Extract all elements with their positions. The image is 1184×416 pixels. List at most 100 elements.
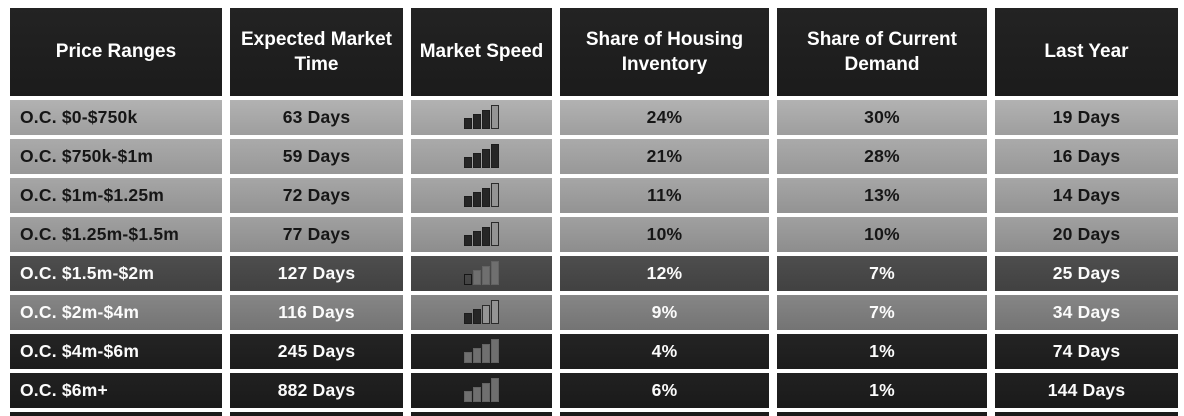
share-of-housing-inventory-cell: 21%: [560, 139, 769, 174]
price-range-cell: O.C. $750k-$1m: [10, 139, 222, 174]
speed-bar: [491, 299, 499, 324]
expected-market-time-cell: 63 Days: [230, 100, 403, 135]
column-header-price-ranges: Price Ranges: [10, 8, 222, 96]
speed-bar: [482, 304, 490, 324]
cropped-row-strip: [230, 412, 403, 416]
bar-chart-icon: [464, 104, 499, 129]
speed-bar: [473, 308, 481, 324]
speed-bar: [482, 382, 490, 402]
cropped-row-strip: [560, 412, 769, 416]
share-of-current-demand-cell: 1%: [777, 373, 987, 408]
market-speed-cell: [411, 295, 552, 330]
price-range-cell: O.C. $4m-$6m: [10, 334, 222, 369]
speed-bar: [482, 148, 490, 168]
price-range-cell: O.C. $1m-$1.25m: [10, 178, 222, 213]
bar-chart-icon: [464, 143, 499, 168]
market-speed-cell: [411, 373, 552, 408]
share-of-current-demand-cell: 13%: [777, 178, 987, 213]
speed-bar: [491, 338, 499, 363]
speed-bar: [464, 351, 472, 363]
speed-bar: [464, 156, 472, 168]
speed-bar: [473, 191, 481, 207]
bar-chart-icon: [464, 338, 499, 363]
column-header-expected-market-time: Expected Market Time: [230, 8, 403, 96]
speed-bar: [482, 226, 490, 246]
speed-bar: [482, 187, 490, 207]
price-range-cell: O.C. $6m+: [10, 373, 222, 408]
speed-bar: [482, 109, 490, 129]
speed-bar: [464, 390, 472, 402]
last-year-cell: 16 Days: [995, 139, 1178, 174]
share-of-housing-inventory-cell: 11%: [560, 178, 769, 213]
share-of-current-demand-cell: 1%: [777, 334, 987, 369]
market-speed-cell: [411, 178, 552, 213]
market-speed-cell: [411, 100, 552, 135]
price-range-cell: O.C. $1.5m-$2m: [10, 256, 222, 291]
cropped-row-strip: [777, 412, 987, 416]
column-header-share-of-housing-inventory: Share of Housing Inventory: [560, 8, 769, 96]
share-of-housing-inventory-cell: 4%: [560, 334, 769, 369]
market-speed-cell: [411, 217, 552, 252]
speed-bar: [464, 117, 472, 129]
cropped-row-strip: [10, 412, 222, 416]
speed-bar: [491, 104, 499, 129]
bar-chart-icon: [464, 299, 499, 324]
share-of-current-demand-cell: 10%: [777, 217, 987, 252]
market-speed-cell: [411, 139, 552, 174]
last-year-cell: 34 Days: [995, 295, 1178, 330]
speed-bar: [482, 265, 490, 285]
expected-market-time-cell: 59 Days: [230, 139, 403, 174]
market-speed-cell: [411, 256, 552, 291]
expected-market-time-cell: 77 Days: [230, 217, 403, 252]
expected-market-time-cell: 116 Days: [230, 295, 403, 330]
column-header-share-of-current-demand: Share of Current Demand: [777, 8, 987, 96]
last-year-cell: 20 Days: [995, 217, 1178, 252]
bar-chart-icon: [464, 182, 499, 207]
share-of-housing-inventory-cell: 24%: [560, 100, 769, 135]
speed-bar: [473, 113, 481, 129]
speed-bar: [491, 182, 499, 207]
speed-bar: [482, 343, 490, 363]
speed-bar: [464, 273, 472, 285]
last-year-cell: 14 Days: [995, 178, 1178, 213]
share-of-housing-inventory-cell: 9%: [560, 295, 769, 330]
share-of-current-demand-cell: 7%: [777, 295, 987, 330]
expected-market-time-cell: 72 Days: [230, 178, 403, 213]
last-year-cell: 25 Days: [995, 256, 1178, 291]
cropped-row-strip: [411, 412, 552, 416]
speed-bar: [464, 234, 472, 246]
price-range-cell: O.C. $0-$750k: [10, 100, 222, 135]
share-of-current-demand-cell: 28%: [777, 139, 987, 174]
speed-bar: [473, 347, 481, 363]
speed-bar: [464, 312, 472, 324]
share-of-housing-inventory-cell: 10%: [560, 217, 769, 252]
bar-chart-icon: [464, 377, 499, 402]
share-of-current-demand-cell: 7%: [777, 256, 987, 291]
speed-bar: [473, 269, 481, 285]
speed-bar: [491, 377, 499, 402]
expected-market-time-cell: 882 Days: [230, 373, 403, 408]
price-range-cell: O.C. $2m-$4m: [10, 295, 222, 330]
speed-bar: [473, 152, 481, 168]
market-time-table: Price Ranges Expected Market Time Market…: [10, 8, 1178, 416]
speed-bar: [473, 386, 481, 402]
share-of-housing-inventory-cell: 6%: [560, 373, 769, 408]
speed-bar: [491, 221, 499, 246]
expected-market-time-cell: 245 Days: [230, 334, 403, 369]
speed-bar: [464, 195, 472, 207]
price-range-cell: O.C. $1.25m-$1.5m: [10, 217, 222, 252]
column-header-last-year: Last Year: [995, 8, 1178, 96]
speed-bar: [491, 260, 499, 285]
bar-chart-icon: [464, 260, 499, 285]
expected-market-time-cell: 127 Days: [230, 256, 403, 291]
last-year-cell: 19 Days: [995, 100, 1178, 135]
market-speed-cell: [411, 334, 552, 369]
column-header-market-speed: Market Speed: [411, 8, 552, 96]
cropped-row-strip: [995, 412, 1178, 416]
last-year-cell: 144 Days: [995, 373, 1178, 408]
speed-bar: [491, 143, 499, 168]
share-of-current-demand-cell: 30%: [777, 100, 987, 135]
share-of-housing-inventory-cell: 12%: [560, 256, 769, 291]
speed-bar: [473, 230, 481, 246]
